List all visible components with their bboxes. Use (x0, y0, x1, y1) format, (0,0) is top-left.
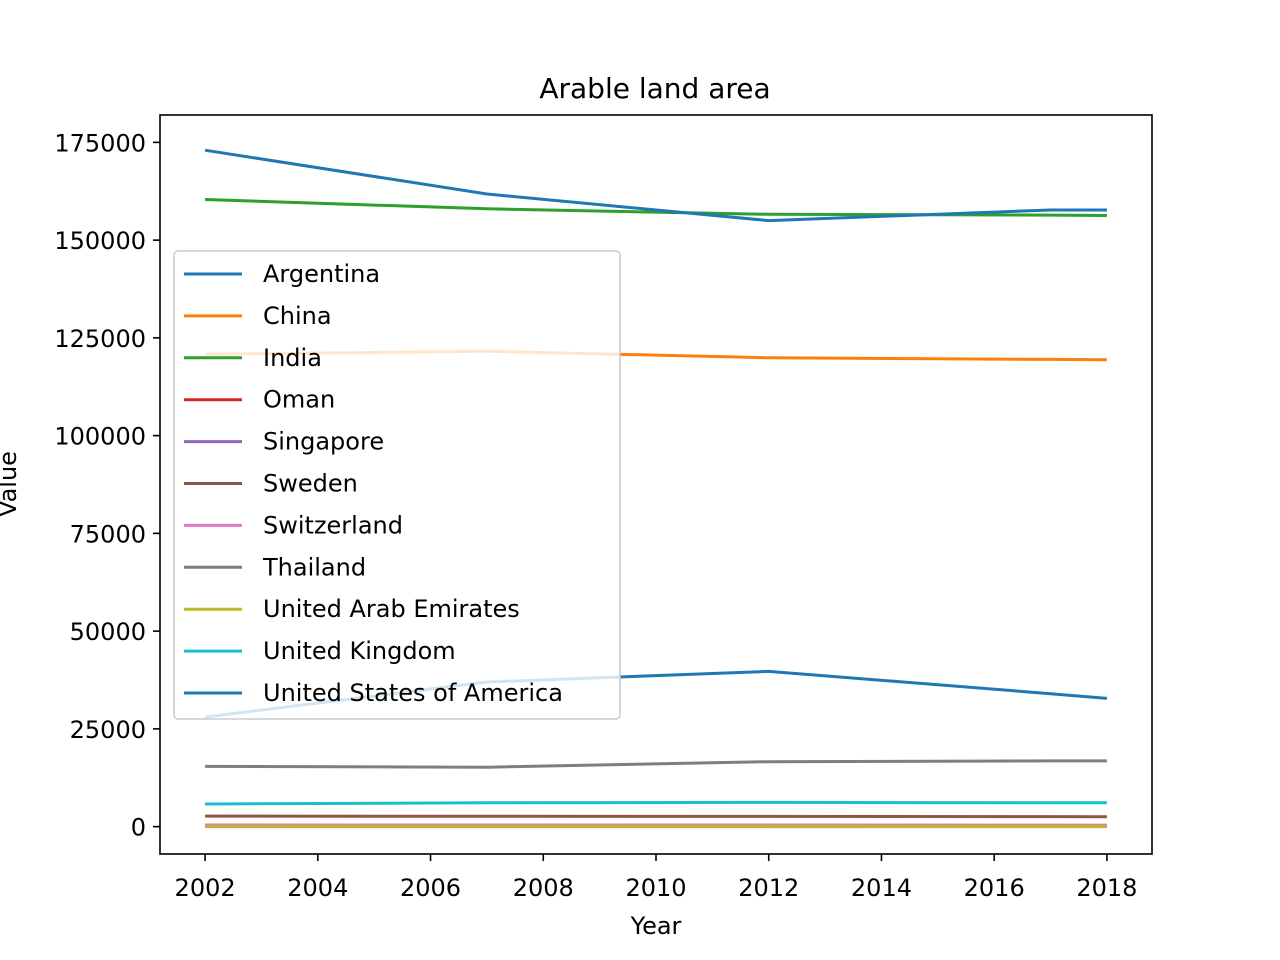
y-tick-label: 150000 (54, 227, 146, 255)
x-tick-label: 2010 (625, 874, 686, 902)
legend-label: Argentina (263, 260, 380, 288)
series-line-2 (205, 198, 1107, 217)
legend-label: Thailand (262, 553, 366, 581)
legend-label: Oman (263, 386, 335, 414)
y-tick-label: 75000 (70, 520, 146, 548)
y-tick-label: 25000 (70, 716, 146, 744)
x-tick-label: 2006 (400, 874, 461, 902)
x-tick-label: 2018 (1076, 874, 1137, 902)
legend-label: Switzerland (263, 511, 403, 539)
x-tick-label: 2014 (851, 874, 912, 902)
y-axis-ticks: 0 25000 50000 75000 100000 125000 150000 175000 (54, 129, 160, 842)
x-tick-label: 2008 (513, 874, 574, 902)
x-tick-label: 2016 (964, 874, 1025, 902)
legend-label: India (263, 344, 322, 372)
x-tick-label: 2012 (738, 874, 799, 902)
legend-label: United States of America (263, 679, 563, 707)
y-tick-label: 125000 (54, 325, 146, 353)
legend: Argentina China India Oman Singapore Sweden Sw… (173, 250, 621, 720)
series-line-5 (205, 814, 1107, 819)
series-line-10 (204, 148, 1107, 223)
legend-label: Sweden (263, 470, 358, 498)
x-tick-label: 2002 (175, 874, 236, 902)
chart-title: Arable land area (539, 72, 770, 105)
x-axis-label: Year (630, 912, 682, 940)
y-tick-label: 175000 (54, 129, 146, 157)
y-axis-label: Value (0, 451, 22, 517)
legend-box (173, 250, 621, 720)
legend-label: Singapore (263, 428, 384, 456)
series-line-9 (205, 800, 1107, 806)
legend-label: China (263, 302, 332, 330)
x-tick-label: 2004 (287, 874, 348, 902)
y-tick-label: 50000 (70, 618, 146, 646)
y-tick-label: 100000 (54, 423, 146, 451)
y-tick-label: 0 (131, 814, 146, 842)
x-axis-ticks: 2002 2004 2006 2008 2010 2012 2014 2016 2018 (175, 854, 1137, 902)
series-line-7 (205, 759, 1107, 769)
legend-label: United Arab Emirates (263, 595, 520, 623)
legend-label: United Kingdom (263, 637, 456, 665)
